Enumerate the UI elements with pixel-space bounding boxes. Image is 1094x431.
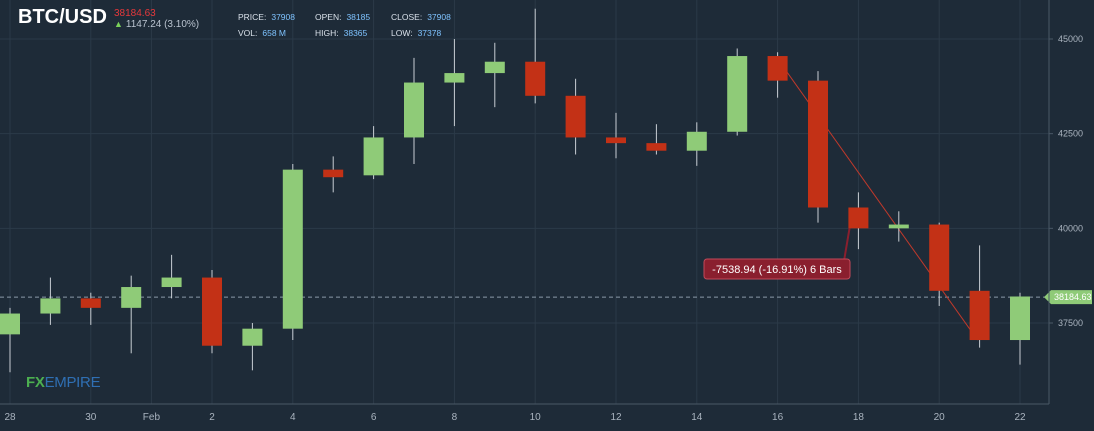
candle xyxy=(606,112,626,159)
x-tick-label: 18 xyxy=(853,412,865,423)
candle xyxy=(363,126,384,180)
last-price: 38184.63 xyxy=(114,8,156,19)
candle xyxy=(888,211,909,242)
stat-vol: VOL: 658 M xyxy=(238,28,286,38)
candle xyxy=(323,156,344,193)
y-tick-label: 45000 xyxy=(1058,34,1083,44)
measure-tool: -7538.94 (-16.91%) 6 Bars xyxy=(703,55,979,341)
x-tick-label: 14 xyxy=(691,412,703,423)
price-change: ▲ 1147.24 (3.10%) xyxy=(114,19,199,30)
y-tick-label: 37500 xyxy=(1058,318,1083,328)
candles xyxy=(0,8,1030,373)
candle-body xyxy=(969,290,990,341)
candle xyxy=(161,254,182,299)
candle xyxy=(565,78,586,155)
x-tick-label: 22 xyxy=(1014,412,1026,423)
candle xyxy=(404,57,424,164)
stat-low: LOW: 37378 xyxy=(391,28,442,38)
candle-body xyxy=(282,169,303,329)
candle-body xyxy=(1010,296,1030,341)
candle xyxy=(242,323,263,371)
candle xyxy=(969,245,990,348)
candle-body xyxy=(202,277,222,346)
candle-body xyxy=(121,287,142,308)
candle-body xyxy=(525,61,546,96)
current-price-line: 38184.63 xyxy=(0,290,1092,305)
candle xyxy=(525,8,546,104)
candle xyxy=(686,122,707,166)
x-tick-label: 16 xyxy=(772,412,784,423)
candle-body xyxy=(929,224,950,291)
candle-body xyxy=(848,207,869,229)
arrow-up-icon: ▲ xyxy=(114,19,123,29)
candle-body xyxy=(727,56,748,132)
candle-body xyxy=(80,298,101,308)
candle-body xyxy=(161,277,182,288)
candle xyxy=(121,275,142,354)
stat-open: OPEN: 38185 xyxy=(315,12,371,22)
current-price-tag xyxy=(1044,290,1092,305)
x-tick-label: 8 xyxy=(452,412,458,423)
candle-body xyxy=(606,137,626,144)
stat-price: PRICE: 37908 xyxy=(238,12,295,22)
x-tick-label: 28 xyxy=(4,412,16,423)
candle-body xyxy=(444,73,465,83)
candle-body xyxy=(646,143,667,151)
candle-body xyxy=(808,80,828,208)
x-tick-label: 4 xyxy=(290,412,296,423)
y-tick-label: 40000 xyxy=(1058,223,1083,233)
y-tick-label: 42500 xyxy=(1058,129,1083,139)
candle-body xyxy=(40,298,61,314)
candle-body xyxy=(404,82,424,138)
x-tick-label: 10 xyxy=(530,412,542,423)
candle xyxy=(1010,292,1030,365)
candle-body xyxy=(888,224,909,229)
x-axis: 28 30 Feb 2 4 6 8 10 12 14 16 18 20 22 xyxy=(0,403,1049,423)
candle-body xyxy=(565,95,586,138)
x-tick-label: 20 xyxy=(934,412,946,423)
candle xyxy=(40,277,61,325)
candle-body xyxy=(0,313,20,335)
candle xyxy=(282,163,303,341)
candle-body xyxy=(686,131,707,151)
stat-high: HIGH: 38365 xyxy=(315,28,368,38)
candle-body xyxy=(363,137,384,176)
candle-body xyxy=(242,328,263,346)
measure-label-box xyxy=(703,258,851,280)
current-price-tag-label: 38184.63 xyxy=(1054,292,1092,302)
candle xyxy=(727,48,748,136)
candle xyxy=(646,124,667,155)
symbol-title: BTC/USD xyxy=(18,6,107,28)
candle xyxy=(444,39,465,127)
candle xyxy=(767,52,788,98)
x-tick-label: 2 xyxy=(209,412,215,423)
x-tick-label: Feb xyxy=(143,412,161,423)
candle-body xyxy=(767,56,788,81)
candle xyxy=(80,292,101,325)
candle-body xyxy=(484,61,505,74)
candle xyxy=(202,269,222,354)
candle xyxy=(0,307,20,373)
x-tick-label: 30 xyxy=(85,412,97,423)
candle xyxy=(484,42,505,108)
fxempire-logo: FXEMPIRE xyxy=(26,374,101,391)
candle-body xyxy=(323,169,344,178)
measure-label: -7538.94 (-16.91%) 6 Bars xyxy=(712,264,842,276)
price-change-value: 1147.24 (3.10%) xyxy=(125,19,200,30)
stat-close: CLOSE: 37908 xyxy=(391,12,451,22)
grid-lines xyxy=(0,0,1049,404)
x-tick-label: 12 xyxy=(610,412,622,423)
candle xyxy=(848,192,869,250)
y-axis: 45000 42500 40000 37500 xyxy=(1048,0,1083,404)
x-tick-label: 6 xyxy=(371,412,377,423)
candle xyxy=(929,222,950,306)
candle xyxy=(808,71,828,223)
